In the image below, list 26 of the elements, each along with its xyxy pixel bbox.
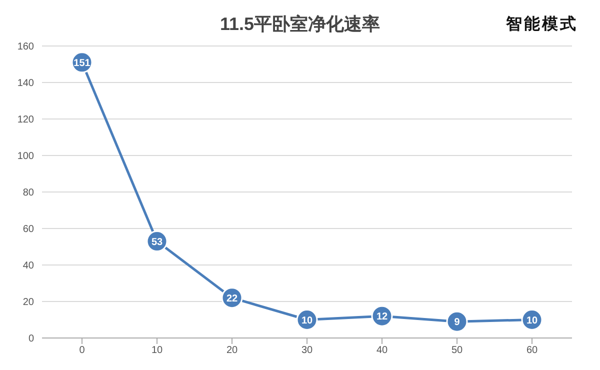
text: 智能模式: [506, 14, 578, 35]
x-tick-label: 20: [226, 345, 238, 356]
y-tick-label: 0: [28, 334, 34, 345]
x-tick-label: 50: [451, 345, 463, 356]
data-label: 22: [226, 293, 238, 304]
y-tick-label: 120: [17, 114, 34, 126]
x-tick-label: 0: [79, 345, 86, 356]
x-tick-label: 40: [376, 345, 388, 356]
y-tick-label: 60: [22, 224, 34, 236]
point: [446, 310, 468, 332]
y-tick-label: 40: [22, 260, 34, 272]
data-label: 10: [301, 315, 313, 326]
y-tick-label: 20: [22, 297, 34, 308]
x-tick-label: 10: [151, 345, 163, 356]
data-label: 53: [151, 236, 163, 248]
x-tick-label: 60: [526, 345, 538, 356]
y-tick-label: 160: [17, 42, 34, 53]
x-tick-label: 30: [301, 345, 313, 356]
data-label: 12: [376, 312, 388, 323]
data-label: 9: [454, 317, 460, 328]
y-tick-label: 140: [17, 78, 34, 90]
y-tick-label: 80: [22, 188, 34, 199]
y-tick-label: 100: [17, 151, 34, 162]
data-label: 10: [526, 315, 538, 326]
data-label: 151: [74, 58, 91, 69]
chart-title: 11.5平卧室净化速率: [220, 14, 380, 34]
